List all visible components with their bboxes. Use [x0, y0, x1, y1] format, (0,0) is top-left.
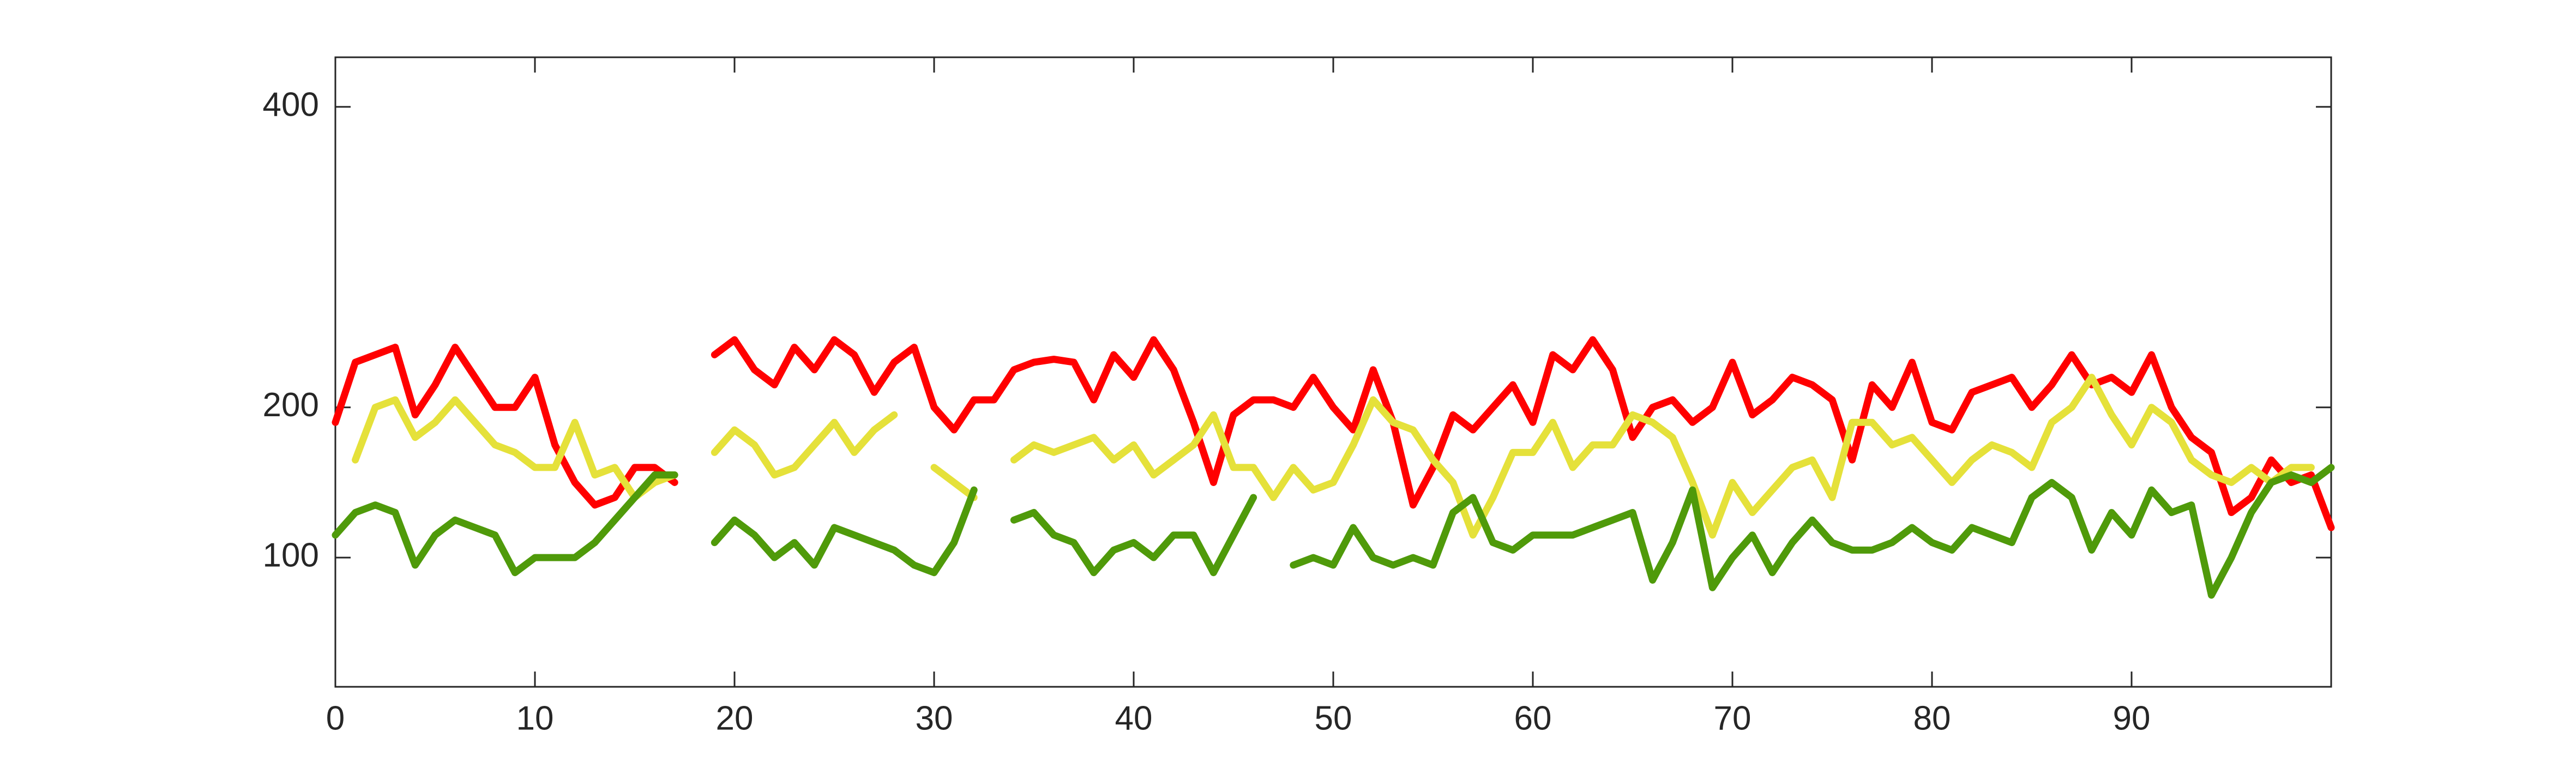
y-tick-label: 200: [263, 386, 319, 424]
x-tick-label: 60: [1514, 699, 1552, 737]
x-tick-label: 90: [2113, 699, 2151, 737]
x-tick-label: 30: [916, 699, 953, 737]
axes-box: [334, 56, 2332, 688]
x-tick-label: 40: [1115, 699, 1153, 737]
x-tick-label: 50: [1315, 699, 1352, 737]
y-tick-label: 400: [263, 86, 319, 123]
x-tick-label: 70: [1714, 699, 1752, 737]
series-line: [332, 336, 2335, 531]
x-tick-label: 10: [516, 699, 554, 737]
x-tick-label: 0: [326, 699, 345, 737]
x-tick-label: 80: [1913, 699, 1951, 737]
y-tick-label: 100: [263, 537, 319, 574]
series-line: [332, 464, 2335, 599]
series-line: [352, 374, 2315, 539]
x-tick-label: 20: [716, 699, 754, 737]
